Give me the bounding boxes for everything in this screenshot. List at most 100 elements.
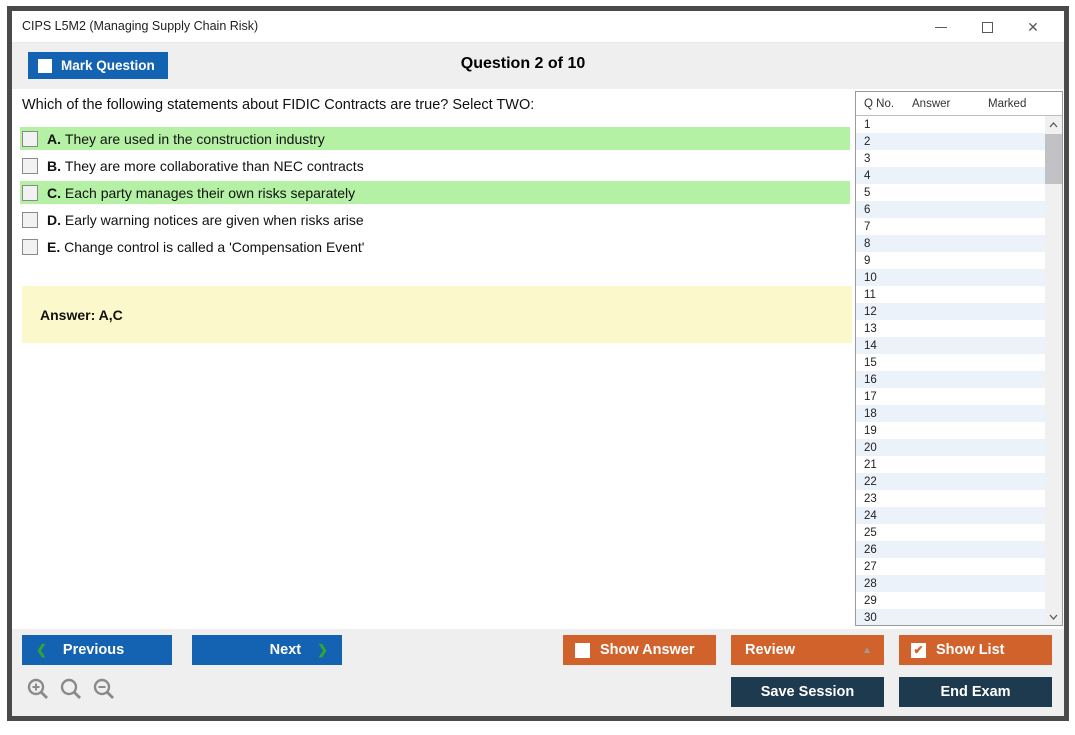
show-answer-button[interactable]: Show Answer <box>563 635 716 665</box>
scroll-down-icon[interactable] <box>1045 608 1062 625</box>
save-session-label: Save Session <box>760 684 855 700</box>
next-button[interactable]: Next ❯ <box>192 635 342 665</box>
option-row-a[interactable]: A. They are used in the construction ind… <box>20 127 850 150</box>
question-list-row[interactable]: 17 <box>856 388 1045 405</box>
question-list-row[interactable]: 2 <box>856 133 1045 150</box>
option-label: A. They are used in the construction ind… <box>47 130 325 147</box>
question-number: 27 <box>864 560 877 573</box>
question-number: 21 <box>864 458 877 471</box>
question-number: 2 <box>864 135 871 148</box>
scrollbar-thumb[interactable] <box>1045 134 1062 184</box>
question-list-row[interactable]: 7 <box>856 218 1045 235</box>
zoom-tools <box>26 677 116 701</box>
show-list-label: Show List <box>936 642 1005 658</box>
show-list-button[interactable]: ✔ Show List <box>899 635 1052 665</box>
question-number: 26 <box>864 543 877 556</box>
maximize-icon <box>981 21 993 33</box>
question-list-row[interactable]: 10 <box>856 269 1045 286</box>
question-list-row[interactable]: 1 <box>856 116 1045 133</box>
option-label: E. Change control is called a 'Compensat… <box>47 238 365 255</box>
question-list-row[interactable]: 13 <box>856 320 1045 337</box>
question-list-row[interactable]: 30 <box>856 609 1045 625</box>
question-list-row[interactable]: 21 <box>856 456 1045 473</box>
zoom-in-icon[interactable] <box>26 677 50 701</box>
previous-label: Previous <box>62 642 125 658</box>
maximize-button[interactable] <box>964 11 1010 43</box>
app-window: CIPS L5M2 (Managing Supply Chain Risk) ✕… <box>7 6 1069 721</box>
question-list-row[interactable]: 6 <box>856 201 1045 218</box>
question-list-rows: 1 2 3 4 5 6 7 8 9 10 11 12 13 14 15 16 17 18 19 20 21 22 23 24 2… <box>856 116 1045 625</box>
question-number: 20 <box>864 441 877 454</box>
option-checkbox[interactable] <box>22 184 38 201</box>
save-session-button[interactable]: Save Session <box>731 677 884 707</box>
answer-text: Answer: A,C <box>40 306 123 323</box>
question-list-panel: Q No. Answer Marked 1 2 3 4 5 6 7 8 9 10 11 12 13 14 1… <box>855 91 1063 626</box>
question-list-row[interactable]: 14 <box>856 337 1045 354</box>
question-list-row[interactable]: 8 <box>856 235 1045 252</box>
option-checkbox[interactable] <box>22 238 38 255</box>
option-checkbox[interactable] <box>22 211 38 228</box>
mark-question-checkbox[interactable] <box>38 58 52 73</box>
scroll-up-icon[interactable] <box>1045 116 1062 133</box>
question-list-row[interactable]: 11 <box>856 286 1045 303</box>
answer-box: Answer: A,C <box>22 286 852 343</box>
question-list-row[interactable]: 19 <box>856 422 1045 439</box>
question-list-row[interactable]: 18 <box>856 405 1045 422</box>
chevron-left-icon: ❮ <box>36 642 47 657</box>
question-number: 30 <box>864 611 877 624</box>
question-list-row[interactable]: 22 <box>856 473 1045 490</box>
question-area: Which of the following statements about … <box>20 97 857 343</box>
question-list-row[interactable]: 3 <box>856 150 1045 167</box>
show-answer-checkbox[interactable] <box>575 642 590 658</box>
minimize-button[interactable] <box>918 11 964 43</box>
question-list-row[interactable]: 16 <box>856 371 1045 388</box>
question-list-row[interactable]: 27 <box>856 558 1045 575</box>
question-number: 24 <box>864 509 877 522</box>
list-scrollbar[interactable] <box>1045 116 1062 625</box>
question-list-row[interactable]: 4 <box>856 167 1045 184</box>
option-checkbox[interactable] <box>22 130 38 147</box>
question-list-row[interactable]: 28 <box>856 575 1045 592</box>
option-checkbox[interactable] <box>22 157 38 174</box>
option-row-d[interactable]: D. Early warning notices are given when … <box>20 208 850 231</box>
question-list-row[interactable]: 9 <box>856 252 1045 269</box>
question-list-row[interactable]: 29 <box>856 592 1045 609</box>
close-button[interactable]: ✕ <box>1010 11 1056 43</box>
close-icon: ✕ <box>1027 19 1039 35</box>
option-row-b[interactable]: B. They are more collaborative than NEC … <box>20 154 850 177</box>
title-bar: CIPS L5M2 (Managing Supply Chain Risk) ✕ <box>12 11 1064 43</box>
review-button[interactable]: Review ▲ <box>731 635 884 665</box>
question-number: 11 <box>864 288 876 301</box>
question-number: 22 <box>864 475 877 488</box>
zoom-reset-icon[interactable] <box>59 677 83 701</box>
question-number: 10 <box>864 271 877 284</box>
question-list-row[interactable]: 12 <box>856 303 1045 320</box>
column-header-qno: Q No. <box>864 97 895 110</box>
show-answer-label: Show Answer <box>600 642 695 658</box>
question-list-header: Q No. Answer Marked <box>856 92 1062 116</box>
question-list-row[interactable]: 20 <box>856 439 1045 456</box>
footer-bar: ❮ Previous Next ❯ Show Answer Review ▲ ✔… <box>12 629 1064 716</box>
question-list-row[interactable]: 23 <box>856 490 1045 507</box>
question-list-body: 1 2 3 4 5 6 7 8 9 10 11 12 13 14 15 16 17 18 19 20 21 22 23 24 2… <box>856 116 1062 625</box>
previous-button[interactable]: ❮ Previous <box>22 635 172 665</box>
option-row-c[interactable]: C. Each party manages their own risks se… <box>20 181 850 204</box>
column-header-marked: Marked <box>988 97 1027 110</box>
question-text: Which of the following statements about … <box>22 97 535 113</box>
question-list-row[interactable]: 5 <box>856 184 1045 201</box>
question-number: 25 <box>864 526 877 539</box>
question-list-row[interactable]: 15 <box>856 354 1045 371</box>
show-list-checkbox[interactable]: ✔ <box>911 642 926 658</box>
main-area: Which of the following statements about … <box>12 89 1064 629</box>
zoom-out-icon[interactable] <box>92 677 116 701</box>
end-exam-button[interactable]: End Exam <box>899 677 1052 707</box>
question-number: 16 <box>864 373 877 386</box>
question-list-row[interactable]: 26 <box>856 541 1045 558</box>
mark-question-button[interactable]: Mark Question <box>28 52 168 79</box>
option-row-e[interactable]: E. Change control is called a 'Compensat… <box>20 235 850 258</box>
window-controls: ✕ <box>918 11 1056 43</box>
checkmark-icon: ✔ <box>913 643 924 657</box>
question-list-row[interactable]: 24 <box>856 507 1045 524</box>
question-number: 12 <box>864 305 877 318</box>
question-list-row[interactable]: 25 <box>856 524 1045 541</box>
